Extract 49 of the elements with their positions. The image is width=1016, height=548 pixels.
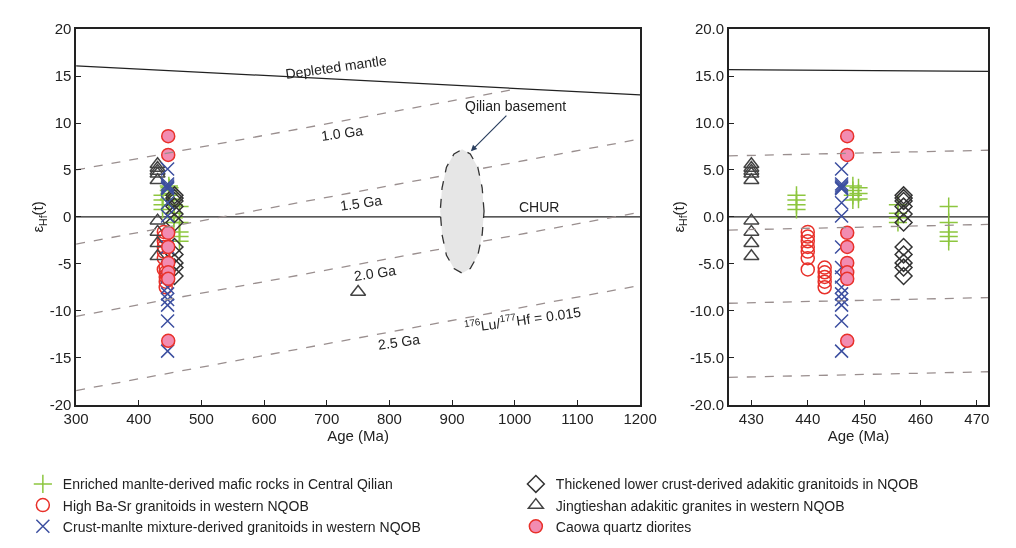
y-tick-label: 0 (63, 208, 72, 226)
x-tick-label: 1000 (498, 410, 532, 428)
annotation: Depleted mantle (284, 51, 388, 83)
x-tick-label: 400 (126, 410, 152, 428)
y-tick-label: -15 (49, 348, 72, 366)
x-tick-label: 300 (63, 410, 89, 428)
y-tick-label: -5 (58, 255, 72, 273)
legend-label: Enriched manlte-derived mafic rocks in Central Qilian (62, 476, 393, 493)
y-tick-label: -20 (49, 395, 72, 413)
y-tick-label: 5.0 (703, 161, 725, 179)
y-tick-label: 20.0 (694, 20, 725, 38)
annotation: 1.0 Ga (320, 122, 365, 144)
x-tick-label: 460 (907, 410, 934, 428)
x-tick-label: 1100 (561, 410, 594, 428)
x-tick-label: 430 (738, 410, 764, 428)
y-tick-label: 10.0 (694, 114, 725, 132)
annotation: 2.0 Ga (353, 262, 398, 284)
x-tick-label: 450 (851, 410, 877, 428)
x-tick-label: 800 (376, 410, 402, 428)
legend-label: Crust-manlte mixture-derived granitoids in western NQOB (62, 518, 421, 535)
x-tick-label: 470 (964, 410, 990, 428)
ref-line-label: CHUR (519, 199, 560, 215)
y-tick-label: 15 (54, 67, 72, 85)
y-tick-label: -5.0 (698, 255, 725, 273)
annotation: 2.5 Ga (377, 331, 422, 353)
y-tick-label: -15.0 (689, 348, 725, 366)
annotation: Qilian basement (465, 98, 567, 114)
legend-label: Caowa quartz diorites (555, 518, 692, 535)
x-tick-label: 900 (439, 410, 465, 428)
x-tick-label: 440 (795, 410, 821, 428)
y-tick-label: 15.0 (694, 67, 725, 85)
legend-label: High Ba-Sr granitoids in western NQOB (62, 497, 309, 514)
y-tick-label: -20.0 (689, 395, 725, 413)
x-tick-label: 1200 (623, 410, 657, 428)
x-axis-title: Age (Ma) (327, 427, 389, 445)
legend-label: Jingtieshan adakitic granites in western NQOB (555, 497, 845, 514)
y-tick-label: -10 (49, 301, 72, 319)
y-tick-label: 0.0 (703, 208, 725, 226)
x-tick-label: 600 (251, 410, 277, 428)
x-tick-label: 700 (314, 410, 340, 428)
legend-label: Thickened lower crust-derived adakitic granitoids in NQOB (555, 476, 919, 493)
annotation: 1.5 Ga (339, 192, 384, 214)
y-tick-label: -10.0 (689, 301, 725, 319)
y-tick-label: 5 (63, 161, 72, 179)
annotation: $^{176}$Lu/$^{177}$Hf = 0.015 (463, 301, 583, 336)
y-tick-label: 10 (54, 114, 72, 132)
x-tick-label: 500 (188, 410, 214, 428)
y-tick-label: 20 (54, 20, 72, 38)
x-axis-title: Age (Ma) (827, 427, 890, 445)
